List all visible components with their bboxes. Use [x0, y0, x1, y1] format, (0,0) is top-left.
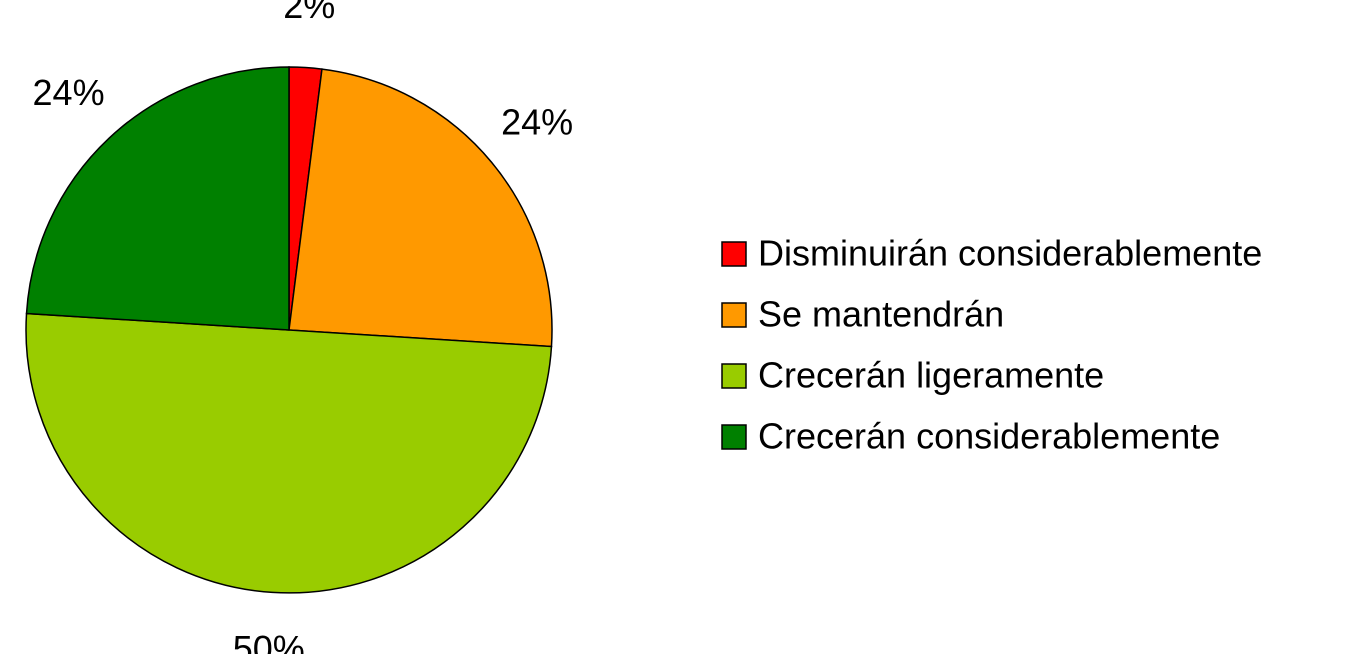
legend-label: Se mantendrán: [758, 294, 1004, 335]
legend-label: Disminuirán considerablemente: [758, 233, 1262, 274]
data-label: 50%: [233, 628, 305, 654]
pie-slice: [25, 66, 290, 331]
data-label: 24%: [33, 72, 105, 113]
data-label: 2%: [283, 0, 335, 26]
legend-label: Crecerán ligeramente: [758, 355, 1104, 396]
legend-label: Crecerán considerablemente: [758, 416, 1220, 457]
legend-swatch: [721, 302, 747, 328]
legend-swatch: [721, 363, 747, 389]
legend-swatch: [721, 424, 747, 450]
pie-slice: [25, 312, 553, 594]
data-label: 24%: [501, 101, 573, 142]
legend-swatch: [721, 241, 747, 267]
pie-slice: [288, 68, 553, 348]
